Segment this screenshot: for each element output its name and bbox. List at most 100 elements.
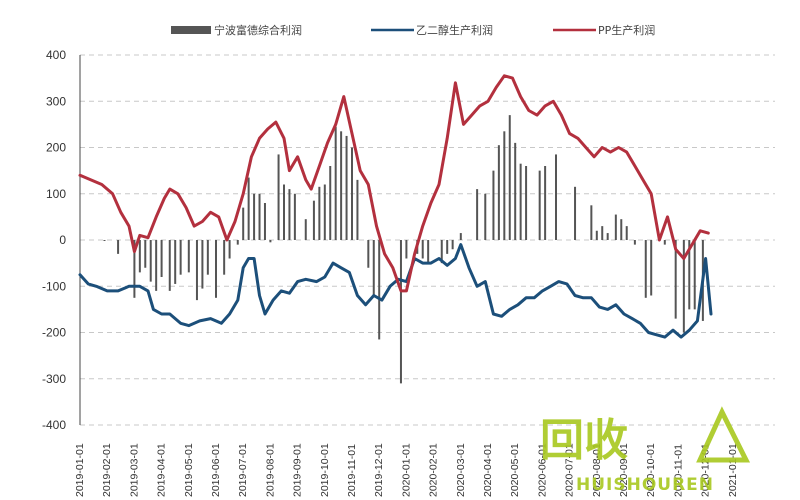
x-tick-label: 2020-04-01 (482, 443, 494, 497)
bar (340, 131, 343, 240)
bar (253, 193, 256, 240)
x-tick-label: 2020-07-01 (564, 443, 576, 497)
legend-label-eg: 乙二醇生产利润 (416, 23, 493, 37)
bar (236, 240, 239, 245)
bar (644, 240, 647, 298)
bar (187, 240, 190, 273)
x-tick-label: 2020-06-01 (536, 443, 548, 497)
bar (215, 240, 217, 298)
x-tick-label: 2019-06-01 (210, 443, 222, 497)
bar (503, 131, 506, 240)
x-tick-label: 2020-05-01 (509, 443, 521, 497)
bar (440, 240, 443, 264)
legend-label-pp: PP生产利润 (598, 23, 655, 37)
y-tick-label: 400 (46, 48, 66, 62)
x-tick-label: 2019-05-01 (183, 443, 195, 497)
bar (484, 193, 487, 240)
bar (117, 240, 120, 254)
bar (614, 214, 617, 240)
bar (201, 240, 204, 289)
x-tick-label: 2020-01-01 (400, 443, 412, 497)
bar (223, 240, 226, 275)
bar (367, 240, 370, 268)
y-tick-label: -100 (42, 279, 66, 293)
bar (574, 186, 577, 240)
x-tick-label: 2020-08-01 (591, 443, 603, 497)
bar (421, 240, 424, 259)
y-tick-labels: 400 300 200 100 0 -100 -200 -300 -400 (42, 48, 66, 432)
bar (451, 240, 454, 250)
x-tick-label: 2019-03-01 (128, 443, 140, 497)
x-tick-label: 2020-11-01 (672, 444, 684, 497)
legend-item-pp: PP生产利润 (553, 23, 655, 37)
x-tick-label: 2020-09-01 (618, 443, 630, 497)
bar (399, 240, 402, 384)
bar (247, 177, 250, 240)
x-tick-label: 2019-11-01 (346, 444, 358, 497)
watermark-triangle-icon (696, 406, 751, 463)
bar (103, 240, 106, 241)
legend-swatch-bar (171, 26, 211, 34)
watermark-subtext: HUISHOUREN (576, 475, 714, 495)
x-tick-label: 2020-03-01 (455, 443, 467, 497)
bar (179, 240, 182, 275)
bar (601, 226, 604, 240)
x-tick-label: 2019-08-01 (264, 443, 276, 497)
bar (149, 240, 152, 282)
bar (620, 219, 623, 240)
bar (269, 240, 272, 243)
bar (138, 240, 141, 273)
bar (293, 193, 296, 240)
watermark-logo: 回收 HUISHOUREN (540, 406, 751, 495)
bar (427, 240, 430, 264)
bar (155, 240, 158, 291)
bar (606, 233, 609, 240)
bar (174, 240, 177, 284)
pp-profit-line (78, 74, 710, 293)
bar (288, 189, 291, 240)
bar (372, 240, 375, 296)
bar (312, 200, 315, 240)
legend: 宁波富德综合利润 乙二醇生产利润 PP生产利润 (171, 23, 655, 37)
bar (318, 186, 321, 240)
legend-item-eg: 乙二醇生产利润 (371, 23, 493, 37)
bar (519, 163, 522, 240)
y-tick-label: 300 (46, 94, 66, 108)
bar (625, 226, 628, 240)
x-tick-label: 2019-12-01 (373, 443, 385, 497)
legend-item-bar: 宁波富德综合利润 (171, 23, 302, 37)
x-tick-label: 2019-02-01 (101, 443, 113, 497)
bar (663, 240, 666, 245)
x-tick-label: 2019-10-01 (319, 443, 331, 497)
bar (144, 240, 147, 268)
bar (514, 142, 517, 240)
bar (378, 240, 381, 340)
bar (206, 240, 209, 275)
bar (446, 240, 449, 254)
bar (459, 233, 462, 240)
bar (329, 166, 332, 240)
bar (323, 184, 326, 240)
bar (283, 184, 285, 240)
x-tick-labels: 2019-01-01 2019-02-01 2019-03-01 2019-04-01… (74, 443, 739, 497)
bar (538, 170, 541, 240)
bar (590, 205, 593, 240)
bar (351, 147, 353, 240)
bar (674, 240, 677, 319)
bar (356, 179, 359, 240)
bar (345, 135, 348, 240)
y-tick-label: 100 (46, 187, 66, 201)
watermark-text: 回收 (540, 415, 628, 466)
x-tick-label: 2019-07-01 (237, 443, 249, 497)
legend-label-bar: 宁波富德综合利润 (214, 23, 302, 37)
bar (544, 166, 547, 240)
eg-profit-line (78, 243, 713, 339)
x-tick-label: 2020-10-01 (645, 443, 657, 497)
bar (476, 189, 479, 240)
bar (195, 240, 198, 301)
bar-series (103, 115, 704, 384)
bar (650, 240, 653, 296)
y-tick-label: -300 (42, 372, 66, 386)
bar (263, 203, 266, 240)
